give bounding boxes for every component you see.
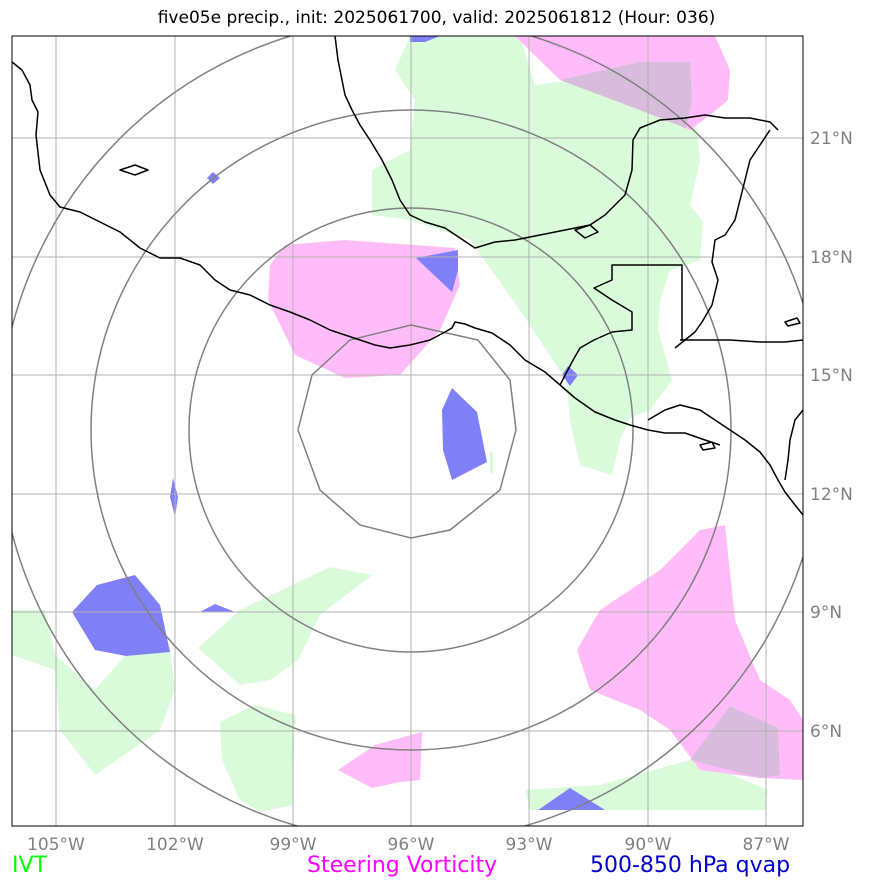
island-3: [784, 317, 801, 327]
overlap-area-north: [560, 62, 692, 128]
legend-qvap: 500-850 hPa qvap: [590, 853, 791, 878]
ivt-area-sliver: [490, 452, 493, 474]
coastline-gulf: [334, 36, 779, 249]
overlap-areas: [560, 62, 780, 778]
qvap-area-small-west: [170, 478, 178, 517]
lat-tick-21: 21°N: [810, 129, 853, 149]
island-1: [119, 164, 149, 176]
map-title: five05e precip., init: 2025061700, valid…: [157, 8, 716, 28]
qvap-area-center: [442, 388, 487, 480]
range-ring-2: [188, 207, 634, 653]
qvap-area-small-sw: [200, 604, 235, 612]
coastline-mexico-pacific: [12, 61, 721, 446]
lon-tick-93: 93°W: [506, 835, 553, 855]
range-ring-1: [297, 324, 517, 539]
overlap-area-southeast: [690, 706, 780, 778]
lat-tick-18: 18°N: [810, 248, 853, 268]
ivt-area-gulf: [372, 36, 703, 475]
island-4: [699, 441, 716, 451]
lon-tick-105: 105°W: [27, 835, 85, 855]
lon-tick-99: 99°W: [270, 835, 317, 855]
lon-tick-87: 87°W: [743, 835, 790, 855]
qvap-area-coast: [416, 250, 458, 292]
coastline-yucatan-east: [674, 129, 771, 349]
lon-tick-96: 96°W: [388, 835, 435, 855]
qvap-areas: [72, 36, 605, 810]
map-content: [12, 36, 803, 826]
map-gridlines: [12, 36, 803, 826]
ivt-area-central: [198, 567, 372, 685]
vorticity-area-center: [268, 240, 460, 378]
coastline-nicaragua-east: [784, 409, 803, 481]
coastlines: [12, 36, 803, 516]
longitude-ticks: 105°W 102°W 99°W 96°W 93°W 90°W 87°W: [27, 835, 790, 855]
ivt-area-southeast: [525, 760, 768, 810]
lat-tick-15: 15°N: [810, 366, 853, 386]
coastline-central-america: [647, 404, 803, 516]
map-frame: [11, 35, 804, 827]
legend-steering-vorticity: Steering Vorticity: [307, 853, 498, 878]
lat-tick-12: 12°N: [810, 485, 853, 505]
lat-tick-9: 9°N: [810, 603, 842, 623]
qvap-area-southwest: [72, 575, 170, 656]
lon-tick-90: 90°W: [625, 835, 672, 855]
qvap-area-diamond-2: [562, 366, 578, 386]
qvap-area-top: [410, 36, 440, 42]
lat-tick-6: 6°N: [810, 722, 842, 742]
border-guatemala: [559, 264, 683, 386]
island-2: [574, 224, 599, 239]
vorticity-area-south: [338, 732, 422, 788]
legend-ivt: IVT: [12, 853, 47, 878]
lon-tick-102: 102°W: [146, 835, 204, 855]
qvap-area-south: [538, 788, 605, 810]
coastline-honduras: [680, 339, 803, 343]
ivt-area-south: [220, 705, 295, 812]
latitude-ticks: 21°N 18°N 15°N 12°N 9°N 6°N: [810, 129, 853, 742]
